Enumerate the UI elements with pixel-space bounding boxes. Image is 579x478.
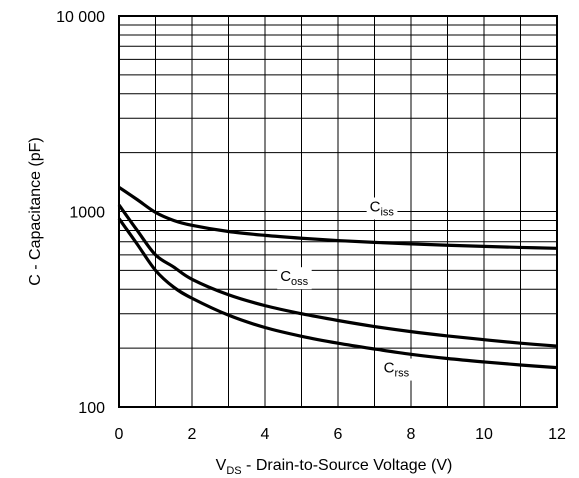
series-label-crss: Crss xyxy=(380,358,413,381)
x-tick-label: 8 xyxy=(407,426,416,443)
series-label-coss: Coss xyxy=(277,267,312,290)
series-label-sub: oss xyxy=(291,276,309,288)
x-axis-label-rest: - Drain-to-Source Voltage (V) xyxy=(242,457,453,474)
series-label-text: Ciss xyxy=(370,199,395,219)
series-label-sub: iss xyxy=(380,207,394,219)
series-label-ciss: Ciss xyxy=(366,197,398,220)
series-label-text: Coss xyxy=(280,268,308,288)
series-line-coss xyxy=(117,204,558,348)
y-axis-label: C - Capacitance (pF) xyxy=(27,137,44,286)
x-tick-label: 4 xyxy=(261,426,270,443)
series-label-background xyxy=(380,358,413,381)
series-line-ciss xyxy=(118,185,558,250)
y-tick-label: 10 000 xyxy=(56,9,105,26)
series-label-main: C xyxy=(384,360,395,377)
plot-frame xyxy=(118,15,558,408)
y-tick-labels: 100 1000 10 000 xyxy=(56,9,105,417)
y-tick-label: 1000 xyxy=(69,205,105,222)
series-label-main: C xyxy=(370,199,381,216)
x-axis-label: VDS - Drain-to-Source Voltage (V) xyxy=(216,457,453,477)
series-line-crss xyxy=(117,217,558,370)
series-label-background xyxy=(366,197,398,220)
series-label-main: C xyxy=(280,268,291,285)
x-tick-labels: 0 2 4 6 8 10 12 xyxy=(115,426,566,443)
x-tick-label: 10 xyxy=(475,426,493,443)
series-label-sub: rss xyxy=(394,368,409,380)
x-tick-label: 6 xyxy=(334,426,343,443)
x-tick-label: 12 xyxy=(548,426,566,443)
grid xyxy=(119,16,557,407)
x-axis-label-sub: DS xyxy=(226,465,241,477)
x-tick-label: 0 xyxy=(115,426,124,443)
series-lines xyxy=(117,185,558,370)
x-tick-label: 2 xyxy=(188,426,197,443)
series-label-text: Crss xyxy=(384,360,410,380)
y-tick-label: 100 xyxy=(78,400,105,417)
series-label-background xyxy=(277,267,312,290)
x-axis-label-main: V xyxy=(216,457,227,474)
